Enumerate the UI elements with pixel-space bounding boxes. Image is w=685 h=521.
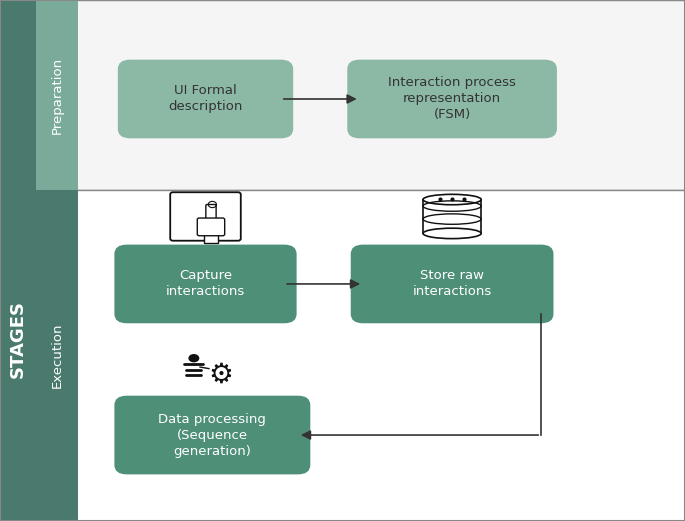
Text: Store raw
interactions: Store raw interactions <box>412 269 492 299</box>
Text: Data processing
(Sequence
generation): Data processing (Sequence generation) <box>158 413 266 457</box>
Text: Capture
interactions: Capture interactions <box>166 269 245 299</box>
Bar <box>423 200 481 233</box>
FancyBboxPatch shape <box>206 205 216 222</box>
Text: Preparation: Preparation <box>51 56 63 134</box>
Text: Execution: Execution <box>51 323 63 388</box>
Bar <box>204 233 218 243</box>
FancyBboxPatch shape <box>351 245 553 323</box>
Ellipse shape <box>423 194 481 205</box>
FancyBboxPatch shape <box>36 190 685 521</box>
FancyBboxPatch shape <box>36 190 78 521</box>
FancyBboxPatch shape <box>197 218 225 235</box>
FancyBboxPatch shape <box>114 245 297 323</box>
Text: Interaction process
representation
(FSM): Interaction process representation (FSM) <box>388 77 516 121</box>
FancyBboxPatch shape <box>0 0 36 521</box>
FancyBboxPatch shape <box>347 60 557 138</box>
FancyBboxPatch shape <box>36 0 685 190</box>
FancyBboxPatch shape <box>118 60 293 138</box>
Circle shape <box>188 354 199 363</box>
Text: UI Formal
description: UI Formal description <box>169 84 242 114</box>
Text: ⚙: ⚙ <box>208 361 233 389</box>
Ellipse shape <box>423 228 481 239</box>
Text: STAGES: STAGES <box>9 300 27 378</box>
FancyBboxPatch shape <box>114 396 310 474</box>
FancyBboxPatch shape <box>36 0 78 190</box>
FancyBboxPatch shape <box>170 192 240 241</box>
